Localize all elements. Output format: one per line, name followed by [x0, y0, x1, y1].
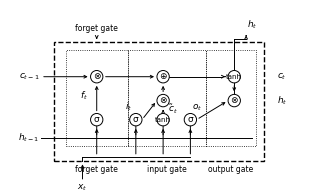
Text: input gate: input gate	[147, 165, 187, 174]
Text: forget gate: forget gate	[75, 24, 118, 33]
Text: $x_t$: $x_t$	[77, 183, 88, 193]
Bar	[206, 50, 256, 146]
Text: σ: σ	[188, 115, 193, 124]
Text: $o_t$: $o_t$	[193, 102, 202, 113]
Text: σ: σ	[133, 115, 139, 124]
Circle shape	[157, 113, 169, 126]
Bar	[128, 50, 206, 146]
Text: $h_{t-1}$: $h_{t-1}$	[18, 131, 40, 144]
Circle shape	[130, 113, 142, 126]
Text: tanh: tanh	[155, 117, 171, 123]
Circle shape	[228, 94, 241, 107]
Text: $h_t$: $h_t$	[247, 19, 258, 31]
Text: ⊗: ⊗	[159, 96, 167, 105]
Circle shape	[228, 70, 241, 83]
Text: $c_t$: $c_t$	[277, 71, 287, 82]
Text: $i_t$: $i_t$	[125, 100, 132, 113]
Bar	[66, 50, 128, 146]
Text: tanh: tanh	[226, 74, 242, 80]
Text: $f_t$: $f_t$	[80, 90, 88, 102]
Text: ⊗: ⊗	[231, 96, 238, 105]
Circle shape	[157, 70, 169, 83]
Text: $c_{t-1}$: $c_{t-1}$	[19, 71, 40, 82]
Text: ⊕: ⊕	[159, 72, 167, 81]
Text: $h_t$: $h_t$	[277, 94, 287, 107]
Text: output gate: output gate	[208, 165, 253, 174]
Circle shape	[184, 113, 197, 126]
Text: forget gate: forget gate	[75, 165, 118, 174]
Circle shape	[90, 70, 103, 83]
Text: ⊗: ⊗	[93, 72, 100, 81]
Text: $\tilde{c}_t$: $\tilde{c}_t$	[168, 102, 178, 116]
Bar	[54, 42, 264, 161]
Circle shape	[157, 94, 169, 107]
Text: σ: σ	[94, 115, 100, 124]
Circle shape	[90, 113, 103, 126]
